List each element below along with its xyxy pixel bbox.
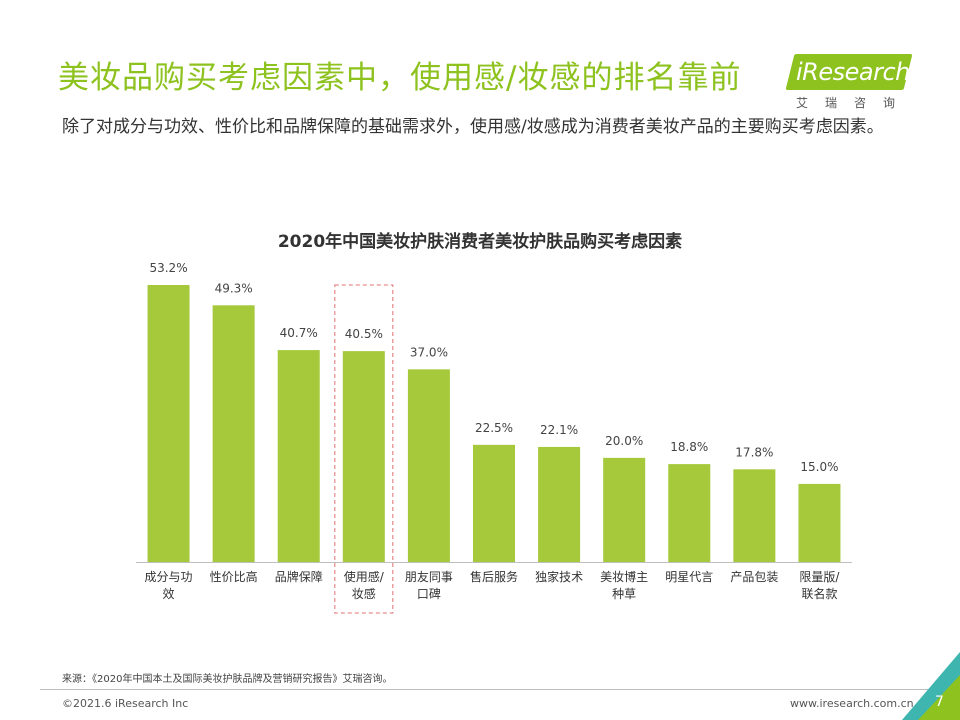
data-label-6: 22.1% (540, 423, 578, 437)
bar-9 (733, 469, 776, 562)
data-label-9: 17.8% (735, 445, 773, 459)
chart-title: 2020年中国美妆护肤消费者美妆护肤品购买考虑因素 (277, 232, 683, 252)
bar-10 (798, 483, 841, 562)
data-label-1: 49.3% (215, 281, 253, 295)
data-label-0: 53.2% (149, 261, 187, 275)
category-label-2: 品牌保障 (275, 569, 323, 584)
data-label-10: 15.0% (800, 460, 838, 474)
category-label-7-line-0: 美妆博主 (600, 569, 648, 584)
bar-2 (277, 350, 320, 562)
bar-6 (538, 446, 581, 562)
bar-8 (668, 464, 711, 562)
iresearch-logo: iResearch 艾瑞咨询 (785, 54, 918, 114)
category-label-0-line-1: 效 (163, 586, 175, 601)
data-label-4: 37.0% (410, 345, 448, 359)
bar-4 (407, 369, 450, 562)
category-label-6: 独家技术 (535, 569, 583, 584)
highlight-box (334, 284, 394, 614)
bar-1 (212, 305, 255, 562)
category-label-0-line-0: 成分与功 (145, 570, 193, 584)
category-label-3-line-1: 妆感 (352, 586, 376, 601)
category-label-10-line-0: 限量版/ (799, 570, 840, 584)
copyright-text: ©2021.6 iResearch Inc (62, 697, 189, 710)
category-label-1: 性价比高 (210, 569, 258, 584)
data-label-7: 20.0% (605, 434, 643, 448)
category-label-4-line-0: 朋友同事 (405, 570, 453, 584)
data-label-2: 40.7% (280, 326, 318, 340)
logo-text: iResearch (796, 58, 910, 86)
footer-divider (40, 689, 930, 690)
category-label-3-line-0: 使用感/ (344, 569, 385, 584)
bar-0 (147, 285, 190, 562)
logo-subtitle: 艾瑞咨询 (796, 96, 913, 110)
category-label-7-line-1: 种草 (612, 587, 636, 601)
bar-7 (603, 457, 646, 562)
data-label-5: 22.5% (475, 421, 513, 435)
page-title: 美妆品购买考虑因素中，使用感/妆感的排名靠前 (58, 60, 742, 96)
page-subtitle: 除了对成分与功效、性价比和品牌保障的基础需求外，使用感/妆感成为消费者美妆产品的… (62, 117, 884, 137)
data-label-3: 40.5% (345, 327, 383, 341)
bar-3 (342, 351, 385, 562)
category-label-9: 产品包装 (730, 570, 778, 584)
page-number: 7 (935, 694, 944, 710)
bar-5 (473, 444, 515, 562)
category-label-5: 售后服务 (470, 569, 518, 584)
data-label-8: 18.8% (670, 440, 708, 454)
source-note: 来源：《2020年中国本土及国际美妆护肤品牌及营销研究报告》艾瑞咨询。 (62, 674, 393, 685)
category-label-4-line-1: 口碑 (417, 586, 441, 601)
category-label-10-line-1: 联名款 (801, 586, 837, 601)
website-text: www.iresearch.com.cn (790, 697, 914, 710)
category-label-8: 明星代言 (665, 570, 713, 584)
